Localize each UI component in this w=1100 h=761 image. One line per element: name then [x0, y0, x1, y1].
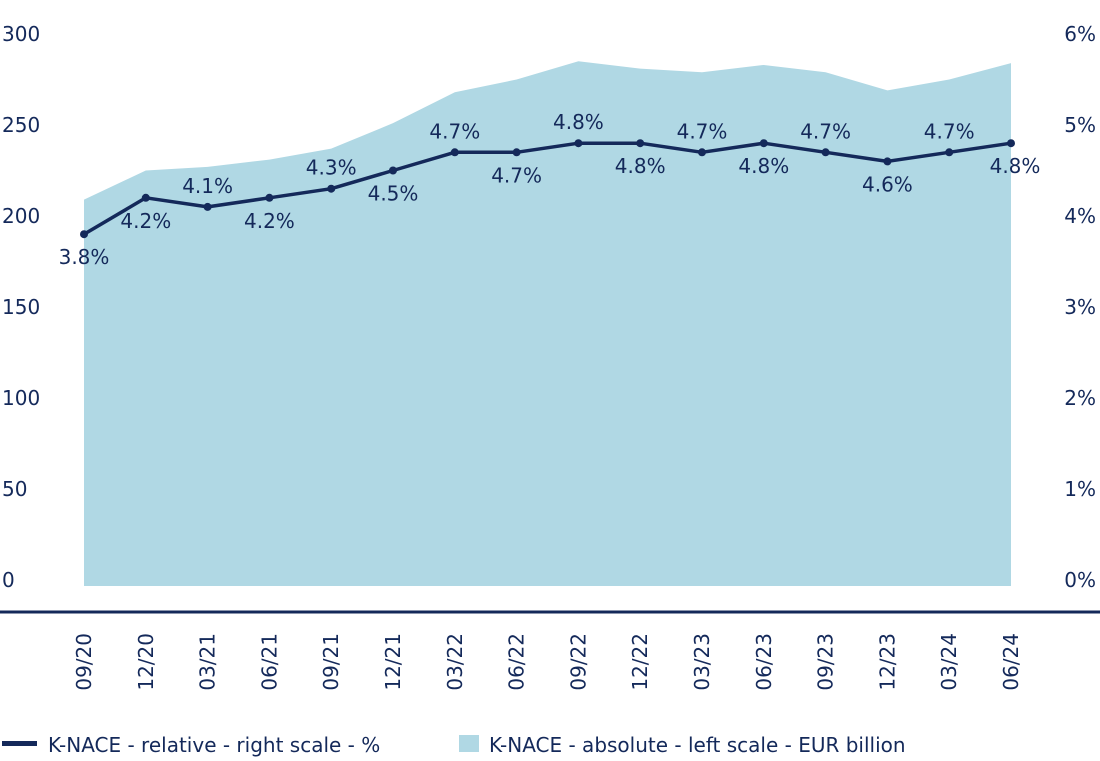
x-tick-label: 12/20	[134, 633, 158, 691]
area-series-absolute	[84, 61, 1011, 587]
x-tick-label: 03/22	[443, 633, 467, 691]
line-point	[759, 139, 768, 148]
x-tick-label: 09/23	[814, 633, 838, 691]
line-point	[265, 193, 274, 202]
right-axis: 0% 1% 2% 3% 4% 5% 6%	[1064, 22, 1096, 592]
data-label: 4.7%	[924, 119, 975, 143]
line-series-relative	[83, 141, 1012, 236]
left-tick-label: 200	[2, 204, 40, 228]
left-axis: 0 50 100 150 200 250 300	[2, 22, 40, 592]
x-tick-label: 03/24	[937, 633, 961, 691]
data-label: 4.7%	[800, 119, 851, 143]
left-tick-label: 50	[2, 477, 27, 501]
left-tick-label: 0	[2, 568, 15, 592]
line-point	[636, 139, 645, 148]
line-point	[141, 193, 150, 202]
x-tick-label: 03/21	[196, 633, 220, 691]
right-tick-label: 6%	[1064, 22, 1096, 46]
data-label: 4.3%	[306, 156, 357, 180]
data-label: 4.7%	[677, 119, 728, 143]
line-point	[512, 148, 521, 157]
x-tick-label: 12/22	[628, 633, 652, 691]
x-tick-label: 12/21	[381, 633, 405, 691]
right-tick-label: 2%	[1064, 386, 1096, 410]
data-label: 4.8%	[553, 110, 604, 134]
line-point	[821, 148, 830, 157]
right-tick-label: 5%	[1064, 113, 1096, 137]
x-tick-label: 06/24	[999, 633, 1023, 691]
data-label: 4.6%	[862, 172, 913, 196]
data-label: 4.7%	[491, 163, 542, 187]
legend: K-NACE - relative - right scale - % K-NA…	[2, 733, 906, 757]
line-point	[1007, 139, 1015, 148]
right-tick-label: 3%	[1064, 295, 1096, 319]
left-tick-label: 100	[2, 386, 40, 410]
left-tick-label: 150	[2, 295, 40, 319]
x-tick-label: 09/20	[72, 633, 96, 691]
line-point	[389, 166, 397, 175]
line-point	[574, 139, 583, 148]
data-label: 4.8%	[615, 154, 666, 178]
line-point	[327, 184, 336, 193]
data-label: 4.5%	[368, 182, 419, 206]
data-label: 3.8%	[59, 245, 110, 269]
x-tick-label: 09/21	[319, 633, 343, 691]
data-label: 4.2%	[120, 209, 171, 233]
line-point	[945, 148, 954, 157]
legend-label-relative: K-NACE - relative - right scale - %	[48, 733, 380, 757]
line-point	[883, 157, 892, 166]
x-tick-label: 06/21	[257, 633, 281, 691]
x-axis: 09/20 12/20 03/21 06/21 09/21 12/21 03/22 06/22…	[72, 633, 1023, 691]
legend-line-swatch	[2, 741, 37, 746]
legend-area-swatch	[459, 735, 479, 752]
x-tick-label: 06/22	[505, 633, 529, 691]
data-label: 4.8%	[990, 154, 1041, 178]
data-label: 4.2%	[244, 209, 295, 233]
x-tick-label: 12/23	[875, 633, 899, 691]
x-tick-label: 09/22	[566, 633, 590, 691]
line-point	[450, 148, 459, 157]
legend-label-absolute: K-NACE - absolute - left scale - EUR bil…	[489, 733, 906, 757]
data-label: 4.8%	[738, 154, 789, 178]
x-tick-label: 03/23	[690, 633, 714, 691]
right-tick-label: 4%	[1064, 204, 1096, 228]
right-tick-label: 1%	[1064, 477, 1096, 501]
line-point	[80, 230, 88, 239]
data-label: 4.7%	[429, 119, 480, 143]
line-point	[203, 202, 212, 211]
x-tick-label: 06/23	[752, 633, 776, 691]
right-tick-label: 0%	[1064, 568, 1096, 592]
data-label: 4.1%	[182, 174, 233, 198]
left-tick-label: 250	[2, 113, 40, 137]
line-point	[698, 148, 706, 157]
left-tick-label: 300	[2, 22, 40, 46]
